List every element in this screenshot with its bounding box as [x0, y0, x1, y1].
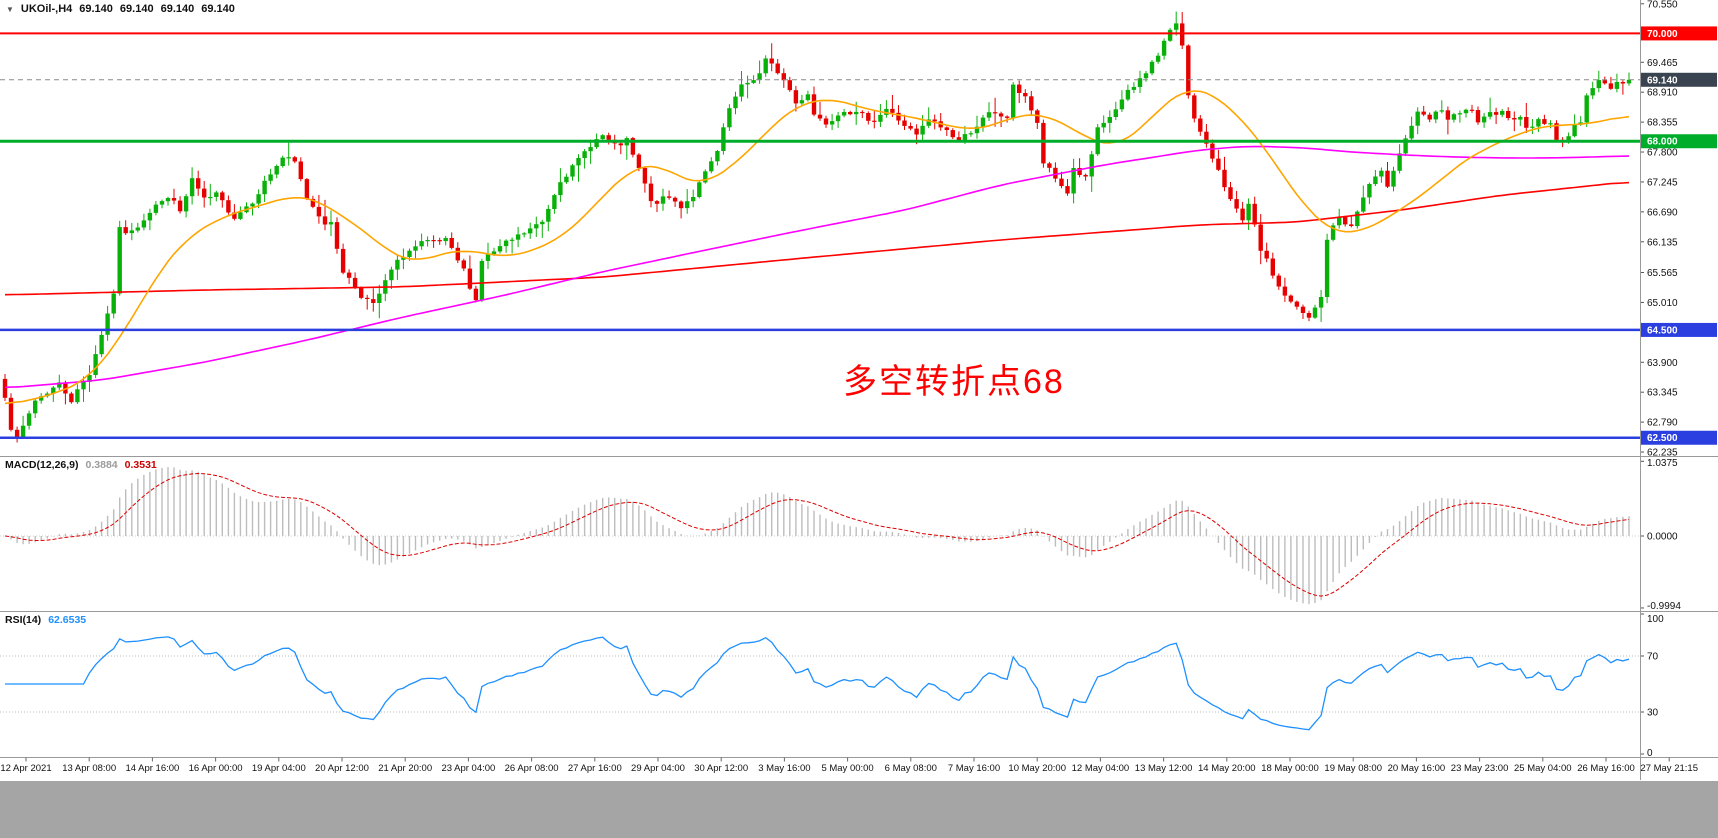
- svg-text:66.135: 66.135: [1647, 237, 1678, 248]
- ma-mid-line[interactable]: [4, 145, 1630, 389]
- price-axis[interactable]: 70.550 69.465 68.910 68.355 67.800 67.245 66.6…: [1640, 0, 1678, 459]
- chevron-down-icon[interactable]: ▼: [6, 4, 14, 14]
- svg-text:68.910: 68.910: [1647, 88, 1678, 99]
- svg-text:62.790: 62.790: [1647, 418, 1678, 429]
- svg-text:30 Apr 12:00: 30 Apr 12:00: [694, 763, 748, 774]
- macd-indicator-label: MACD(12,26,9) 0.3884 0.3531: [5, 459, 157, 471]
- svg-text:20 Apr 12:00: 20 Apr 12:00: [315, 763, 369, 774]
- chart-ohlc-header: ▼ UKOil-,H4 69.140 69.140 69.140 69.140: [6, 3, 235, 15]
- svg-text:68.355: 68.355: [1647, 118, 1678, 129]
- svg-text:26 Apr 08:00: 26 Apr 08:00: [505, 763, 559, 774]
- svg-text:29 Apr 04:00: 29 Apr 04:00: [631, 763, 685, 774]
- svg-text:5 May 00:00: 5 May 00:00: [821, 763, 873, 774]
- svg-text:27 Apr 16:00: 27 Apr 16:00: [568, 763, 622, 774]
- svg-text:63.900: 63.900: [1647, 358, 1678, 369]
- svg-text:70.000: 70.000: [1647, 29, 1678, 40]
- svg-text:67.800: 67.800: [1647, 148, 1678, 159]
- svg-text:12 May 04:00: 12 May 04:00: [1072, 763, 1130, 774]
- svg-text:14 Apr 16:00: 14 Apr 16:00: [125, 763, 179, 774]
- ohlc-open: 69.140: [79, 3, 113, 15]
- ohlc-close: 69.140: [201, 3, 235, 15]
- bottom-strip: [0, 781, 1718, 838]
- svg-text:100: 100: [1647, 614, 1664, 625]
- svg-text:62.500: 62.500: [1647, 433, 1678, 444]
- svg-text:70: 70: [1647, 652, 1659, 663]
- svg-text:69.465: 69.465: [1647, 58, 1678, 69]
- svg-text:21 Apr 20:00: 21 Apr 20:00: [378, 763, 432, 774]
- rsi-indicator-label: RSI(14) 62.6535: [5, 614, 86, 626]
- svg-text:0: 0: [1647, 748, 1653, 759]
- svg-text:19 May 08:00: 19 May 08:00: [1324, 763, 1382, 774]
- ohlc-low: 69.140: [160, 3, 195, 15]
- svg-text:70.550: 70.550: [1647, 0, 1678, 10]
- ma-slow-line[interactable]: [4, 181, 1630, 296]
- svg-text:13 Apr 08:00: 13 Apr 08:00: [62, 763, 116, 774]
- svg-text:23 May 23:00: 23 May 23:00: [1451, 763, 1509, 774]
- panel-separators: [0, 0, 1718, 780]
- current-price-badge: [1641, 72, 1717, 87]
- svg-text:66.690: 66.690: [1647, 207, 1678, 218]
- macd-main-value: 0.3884: [85, 459, 118, 471]
- macd-signal-value: 0.3531: [124, 459, 157, 471]
- svg-text:25 May 04:00: 25 May 04:00: [1514, 763, 1572, 774]
- svg-text:26 May 16:00: 26 May 16:00: [1577, 763, 1635, 774]
- svg-text:16 Apr 00:00: 16 Apr 00:00: [189, 763, 243, 774]
- svg-text:23 Apr 04:00: 23 Apr 04:00: [441, 763, 495, 774]
- svg-text:62.235: 62.235: [1647, 448, 1678, 459]
- svg-text:65.565: 65.565: [1647, 268, 1678, 279]
- annotation-text[interactable]: 多空转折点68: [843, 363, 1065, 401]
- svg-text:27 May 21:15: 27 May 21:15: [1640, 763, 1698, 774]
- svg-text:7 May 16:00: 7 May 16:00: [948, 763, 1000, 774]
- rsi-line: [5, 636, 1630, 731]
- horizontal-level-lines[interactable]: 70.000 68.000 64.500 62.500: [0, 26, 1717, 445]
- svg-text:20 May 16:00: 20 May 16:00: [1388, 763, 1446, 774]
- svg-text:69.140: 69.140: [1647, 75, 1678, 86]
- ma-fast-line[interactable]: [4, 90, 1630, 405]
- rsi-name: RSI(14): [5, 614, 42, 626]
- svg-text:65.010: 65.010: [1647, 298, 1678, 309]
- svg-text:6 May 08:00: 6 May 08:00: [885, 763, 937, 774]
- macd-name: MACD(12,26,9): [5, 459, 79, 471]
- svg-text:10 May 20:00: 10 May 20:00: [1008, 763, 1066, 774]
- candles-layer[interactable]: [2, 11, 1632, 443]
- svg-text:63.345: 63.345: [1647, 388, 1678, 399]
- svg-text:0.0000: 0.0000: [1647, 532, 1678, 543]
- svg-text:68.000: 68.000: [1647, 137, 1678, 148]
- macd-signal-line: [4, 472, 1630, 597]
- svg-text:-0.9994: -0.9994: [1647, 601, 1681, 612]
- svg-text:12 Apr 2021: 12 Apr 2021: [0, 763, 51, 774]
- svg-text:13 May 12:00: 13 May 12:00: [1135, 763, 1193, 774]
- ohlc-high: 69.140: [119, 3, 154, 15]
- time-axis[interactable]: 12 Apr 2021 13 Apr 08:00 14 Apr 16:00 16 Ap…: [0, 757, 1698, 775]
- svg-text:14 May 20:00: 14 May 20:00: [1198, 763, 1256, 774]
- svg-text:18 May 00:00: 18 May 00:00: [1261, 763, 1319, 774]
- svg-text:3 May 16:00: 3 May 16:00: [758, 763, 810, 774]
- svg-text:67.245: 67.245: [1647, 177, 1678, 188]
- symbol-period-label: UKOil-,H4: [20, 3, 73, 15]
- svg-text:1.0375: 1.0375: [1647, 458, 1678, 469]
- svg-text:19 Apr 04:00: 19 Apr 04:00: [252, 763, 306, 774]
- rsi-panel: 100 70 30 0: [0, 613, 1664, 759]
- macd-panel: 1.0375 0.0000 -0.9994: [0, 458, 1681, 612]
- svg-text:30: 30: [1647, 708, 1659, 719]
- svg-text:64.500: 64.500: [1647, 325, 1678, 336]
- rsi-value: 62.6535: [48, 614, 87, 626]
